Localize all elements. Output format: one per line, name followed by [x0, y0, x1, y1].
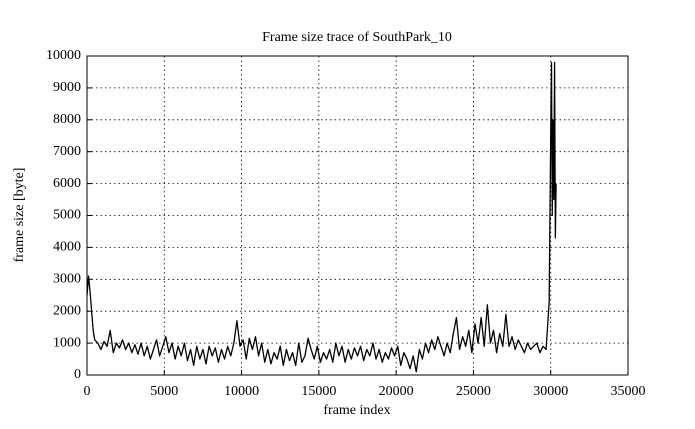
x-tick-label: 0: [84, 384, 91, 399]
data-line: [86, 61, 557, 373]
x-tick-label: 20000: [379, 384, 414, 399]
y-tick-label: 5000: [53, 208, 81, 223]
y-tick-label: 8000: [53, 112, 81, 127]
y-tick-label: 6000: [53, 176, 81, 191]
x-tick-label: 15000: [301, 384, 336, 399]
y-tick-label: 7000: [53, 144, 81, 159]
plot-frame: [86, 55, 629, 376]
x-tick-label: 10000: [224, 384, 259, 399]
y-tick-label: 4000: [53, 240, 81, 255]
x-axis-label: frame index: [323, 403, 390, 418]
y-tick-label: 9000: [53, 80, 81, 95]
chart-title: Frame size trace of SouthPark_10: [262, 30, 452, 45]
x-tick-label: 35000: [611, 384, 646, 399]
y-tick-label: 0: [74, 367, 81, 382]
y-tick-label: 1000: [53, 335, 81, 350]
x-tick-label: 5000: [150, 384, 178, 399]
y-tick-label: 2000: [53, 303, 81, 318]
x-tick-label: 30000: [533, 384, 568, 399]
y-tick-label: 3000: [53, 272, 81, 287]
x-tick-label: 25000: [456, 384, 491, 399]
y-axis-label: frame size [byte]: [12, 168, 27, 263]
y-tick-label: 10000: [46, 48, 81, 63]
